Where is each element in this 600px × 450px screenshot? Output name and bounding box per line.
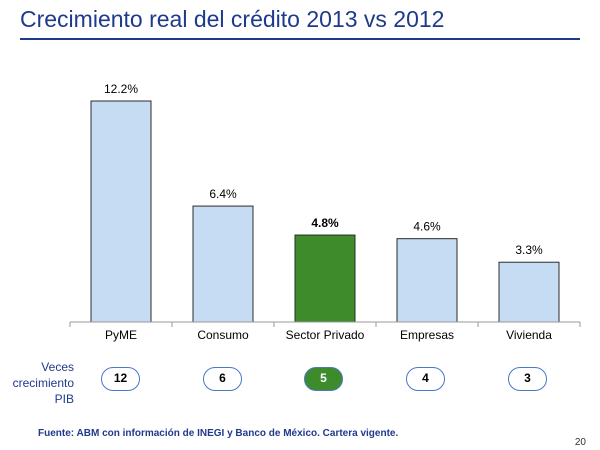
x-tick-label-pyme: PyME (105, 328, 137, 342)
ratio-label-line: crecimiento (12, 376, 74, 390)
ratio-pill-sector-privado: 5 (304, 367, 343, 391)
x-tick-label-vivienda: Vivienda (506, 328, 552, 342)
title-divider (20, 38, 580, 40)
bar-consumo (192, 205, 254, 323)
bar-empresas (396, 238, 458, 323)
data-label-empresas: 4.6% (413, 220, 441, 234)
slide-title: Crecimiento real del crédito 2013 vs 201… (20, 6, 445, 32)
page-number: 20 (574, 437, 586, 448)
ratio-label-line: Veces (41, 360, 74, 374)
data-label-pyme: 12.2% (104, 82, 138, 96)
bar-pyme (90, 100, 152, 323)
data-label-vivienda: 3.3% (515, 243, 543, 257)
x-tick-label-consumo: Consumo (197, 328, 249, 342)
bar-chart: 12.2% PyME 6.4% Consumo 4.8% Sector Privado 4.… (69, 82, 581, 342)
ratio-pill-pyme: 12 (101, 367, 140, 391)
bar-sector-privado (294, 234, 356, 323)
x-tick-label-empresas: Empresas (400, 328, 454, 342)
x-tick-label-sector-privado: Sector Privado (286, 328, 365, 342)
ratio-pill-consumo: 6 (203, 367, 242, 391)
data-label-sector-privado: 4.8% (311, 216, 339, 230)
ratio-row-label: Veces crecimiento PIB (0, 359, 74, 407)
ratio-pill-vivienda: 3 (508, 367, 547, 391)
source-note: Fuente: ABM con información de INEGI y B… (38, 428, 399, 439)
data-label-consumo: 6.4% (209, 187, 237, 201)
ratio-label-line: PIB (54, 392, 74, 406)
bar-vivienda (498, 261, 560, 323)
ratio-pill-empresas: 4 (406, 367, 445, 391)
